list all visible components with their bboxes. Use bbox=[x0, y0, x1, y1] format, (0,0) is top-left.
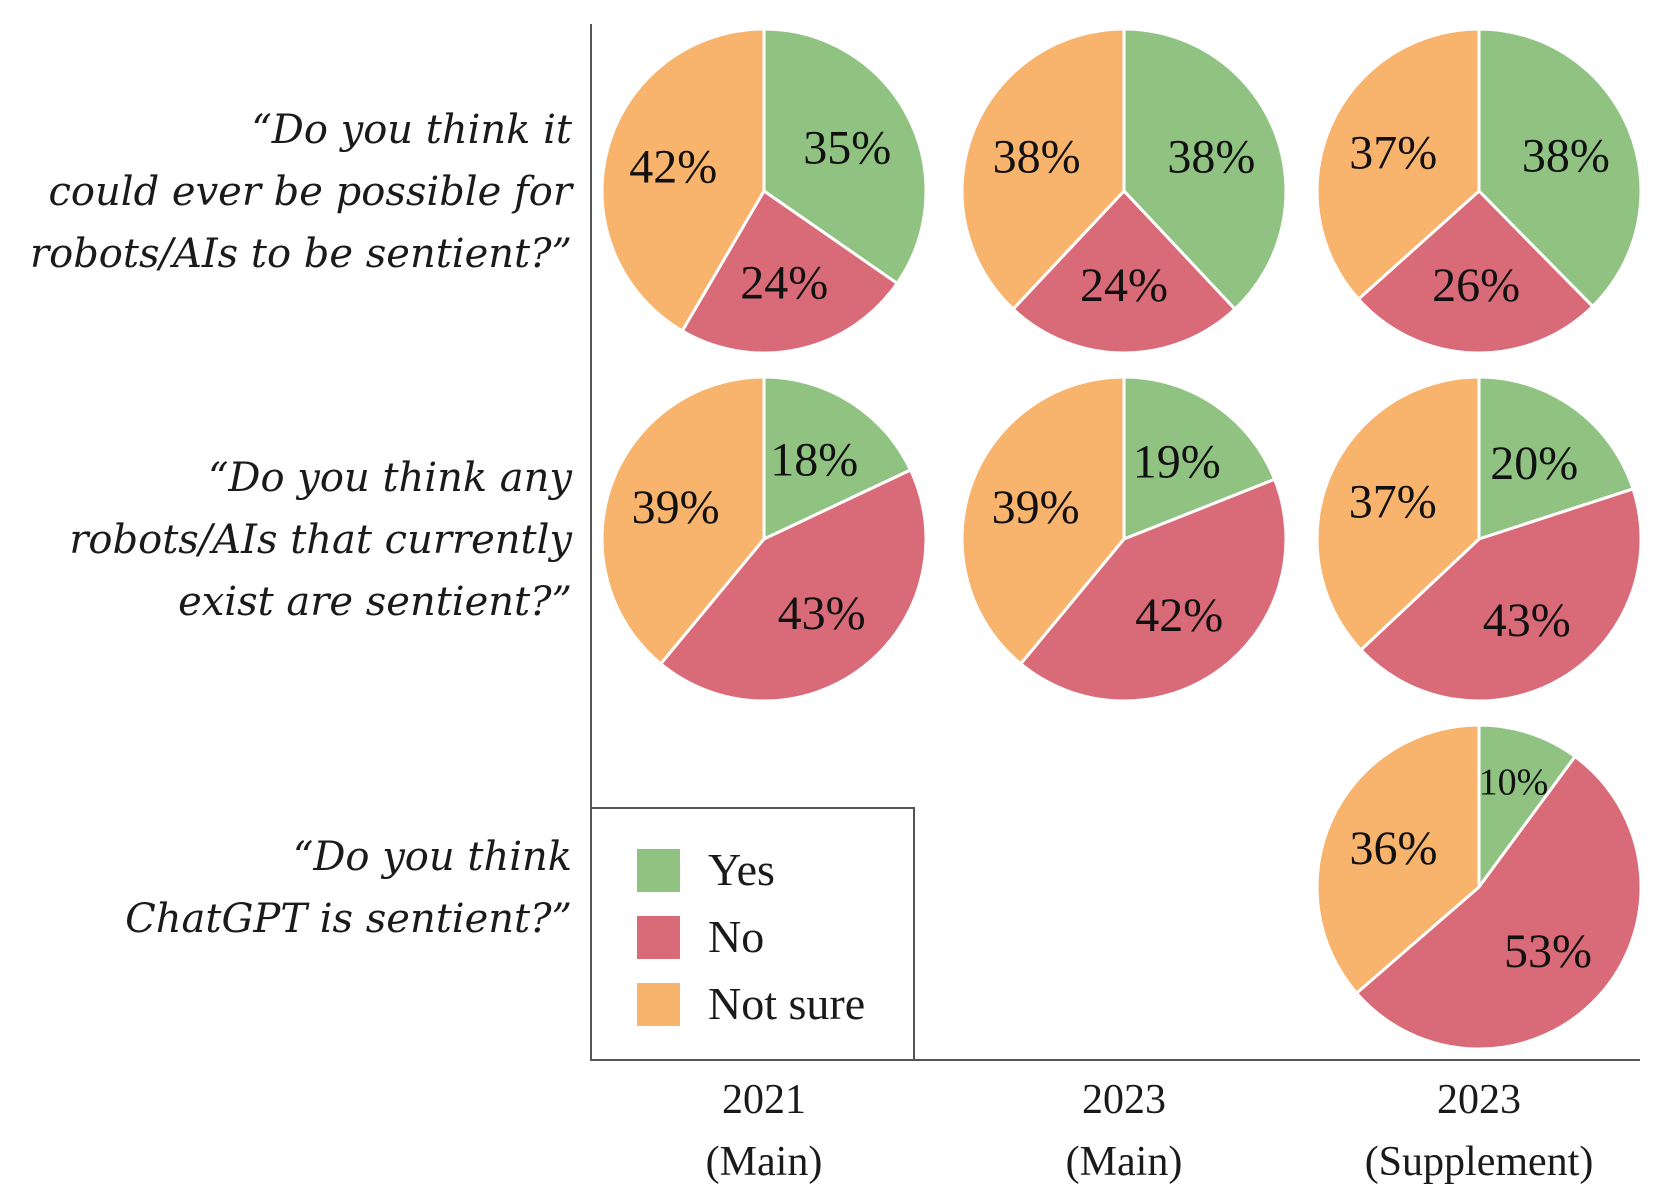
column-label-year: 2023 bbox=[1437, 1077, 1521, 1123]
pie-slice-not-sure bbox=[1315, 375, 1481, 652]
pie-slice-label: 42% bbox=[629, 140, 717, 193]
pie-slice-label: 24% bbox=[740, 257, 828, 310]
pie: 10% 53% 36% bbox=[1315, 723, 1643, 1051]
pie-slice-label: 38% bbox=[993, 130, 1081, 183]
column-labels: 2021 (Main) 2023 (Main) 2023 (Supplement) bbox=[706, 1077, 1594, 1185]
row-question-line: “Do you think bbox=[293, 834, 572, 880]
pie-slice-no bbox=[1355, 755, 1643, 1051]
pie-slice-label: 53% bbox=[1504, 925, 1592, 978]
pie-slice-not-sure bbox=[960, 27, 1126, 311]
pie-slice-yes bbox=[1122, 27, 1288, 311]
pie-slice-label: 35% bbox=[803, 121, 891, 174]
pie-slice-label: 37% bbox=[1349, 476, 1437, 529]
row-questions: “Do you think it could ever be possible f… bbox=[30, 107, 575, 942]
column-label-sample: (Supplement) bbox=[1365, 1139, 1594, 1185]
pie-slice-label: 38% bbox=[1167, 130, 1255, 183]
pies: 35% 24% 42% 38% 24% 38% 38% 26% 37% 18% 43% 39% 19% 4… bbox=[600, 27, 1643, 1051]
column-label-year: 2023 bbox=[1082, 1077, 1166, 1123]
pie-slice-no bbox=[1011, 189, 1237, 355]
pie-slice-yes bbox=[762, 375, 913, 541]
pie: 38% 26% 37% bbox=[1315, 27, 1643, 355]
pie-slice-label: 24% bbox=[1080, 259, 1168, 312]
column-label-year: 2021 bbox=[722, 1077, 806, 1123]
pie-slice-label: 38% bbox=[1522, 129, 1610, 182]
legend: Yes No Not sure bbox=[590, 807, 915, 1061]
pie-slice-label: 43% bbox=[778, 587, 866, 640]
legend-label: Yes bbox=[708, 844, 775, 895]
row-question-line: exist are sentient?” bbox=[178, 579, 572, 625]
pie-slice-label: 39% bbox=[632, 481, 720, 534]
pie-slice-label: 26% bbox=[1432, 259, 1520, 312]
pie: 19% 42% 39% bbox=[960, 375, 1288, 703]
pie-slice-not-sure bbox=[1315, 27, 1481, 301]
legend-label: Not sure bbox=[708, 978, 865, 1029]
pie-slice-label: 36% bbox=[1350, 822, 1438, 875]
pie-slice-label: 19% bbox=[1133, 435, 1221, 488]
column-label-sample: (Main) bbox=[706, 1139, 823, 1185]
pie-slice-label: 20% bbox=[1490, 437, 1578, 490]
pie-slice-not-sure bbox=[1315, 723, 1481, 995]
pie-slice-yes bbox=[1122, 375, 1277, 541]
column-label-sample: (Main) bbox=[1066, 1139, 1183, 1185]
row-question-line: robots/AIs to be sentient?” bbox=[30, 231, 572, 277]
pie: 38% 24% 38% bbox=[960, 27, 1288, 355]
pie-slice-label: 18% bbox=[770, 434, 858, 487]
pie-slice-label: 42% bbox=[1135, 589, 1223, 642]
pie-slice-no bbox=[680, 189, 899, 355]
pie-slice-yes bbox=[1477, 375, 1635, 541]
pie-slice-yes bbox=[762, 27, 928, 285]
row-question-line: ChatGPT is sentient?” bbox=[125, 896, 572, 942]
row-question-line: robots/AIs that currently bbox=[69, 517, 573, 563]
pie-slice-label: 43% bbox=[1483, 594, 1571, 647]
legend-label: No bbox=[708, 911, 764, 962]
row-question-line: “Do you think any bbox=[208, 455, 573, 501]
pie-slice-no bbox=[1019, 477, 1288, 703]
pie-slice-not-sure bbox=[960, 375, 1126, 666]
pie-slice-label: 10% bbox=[1479, 761, 1549, 803]
pie-slice-no bbox=[1356, 189, 1595, 355]
pie: 35% 24% 42% bbox=[600, 27, 928, 355]
pie-slice-label: 39% bbox=[992, 481, 1080, 534]
pie-slice-no bbox=[659, 468, 928, 703]
legend-swatch-not-sure bbox=[637, 983, 680, 1026]
row-question-line: could ever be possible for bbox=[49, 169, 575, 215]
pie: 18% 43% 39% bbox=[600, 375, 928, 703]
pie-slice-yes bbox=[1477, 27, 1643, 308]
pie-slice-no bbox=[1359, 487, 1643, 703]
legend-swatch-no bbox=[637, 916, 680, 959]
pie-slice-label: 37% bbox=[1349, 127, 1437, 180]
legend-swatch-yes bbox=[637, 849, 680, 892]
pie-slice-not-sure bbox=[600, 375, 766, 666]
pie-slice-not-sure bbox=[600, 27, 766, 333]
pie: 20% 43% 37% bbox=[1315, 375, 1643, 703]
row-question-line: “Do you think it bbox=[251, 107, 573, 153]
pie-slice-yes bbox=[1477, 723, 1577, 889]
